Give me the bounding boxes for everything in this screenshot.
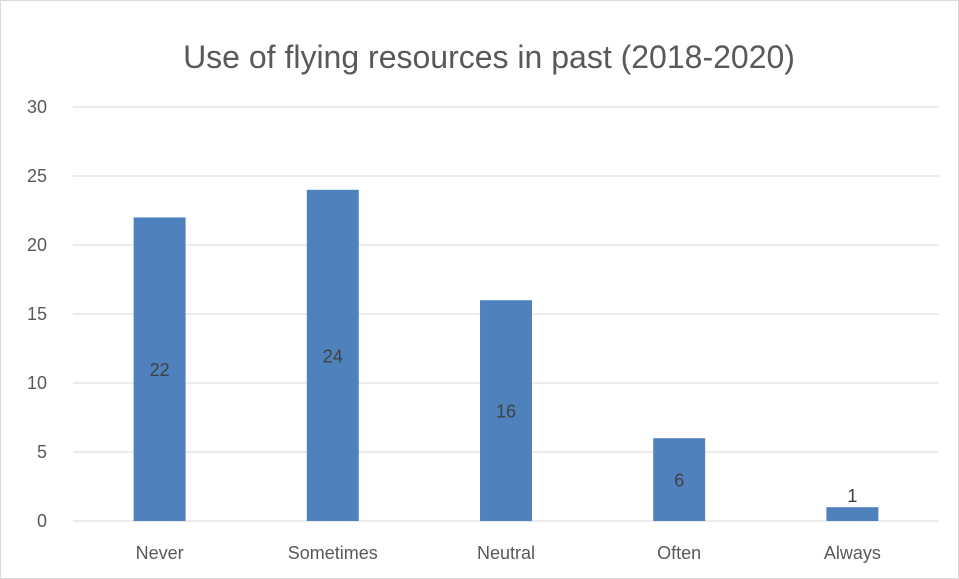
data-label: 22 xyxy=(150,360,170,380)
bar-neutral xyxy=(480,300,532,521)
y-tick-label: 25 xyxy=(27,166,47,186)
data-labels: 22 24 16 6 1 xyxy=(150,346,858,506)
bars xyxy=(133,189,879,522)
data-label: 1 xyxy=(847,486,857,506)
x-tick-label: Always xyxy=(824,543,881,563)
y-tick-label: 10 xyxy=(27,373,47,393)
y-tick-label: 15 xyxy=(27,304,47,324)
data-label: 16 xyxy=(496,402,516,422)
x-tick-label: Never xyxy=(136,543,184,563)
y-tick-label: 0 xyxy=(37,511,47,531)
x-tick-label: Neutral xyxy=(477,543,535,563)
bar-never xyxy=(133,217,186,521)
bar-often xyxy=(653,438,706,521)
chart-title: Use of flying resources in past (2018-20… xyxy=(183,39,795,75)
y-tick-label: 30 xyxy=(27,97,47,117)
bar-sometimes xyxy=(306,189,359,522)
data-label: 6 xyxy=(674,471,684,491)
bar-always xyxy=(826,507,879,521)
data-label: 24 xyxy=(323,346,343,366)
x-tick-label: Sometimes xyxy=(288,543,378,563)
y-axis-ticks: 0 5 10 15 20 25 30 xyxy=(27,97,47,531)
y-tick-label: 5 xyxy=(37,442,47,462)
x-tick-label: Often xyxy=(657,543,701,563)
y-tick-label: 20 xyxy=(27,235,47,255)
x-axis-ticks: Never Sometimes Neutral Often Always xyxy=(136,543,881,563)
